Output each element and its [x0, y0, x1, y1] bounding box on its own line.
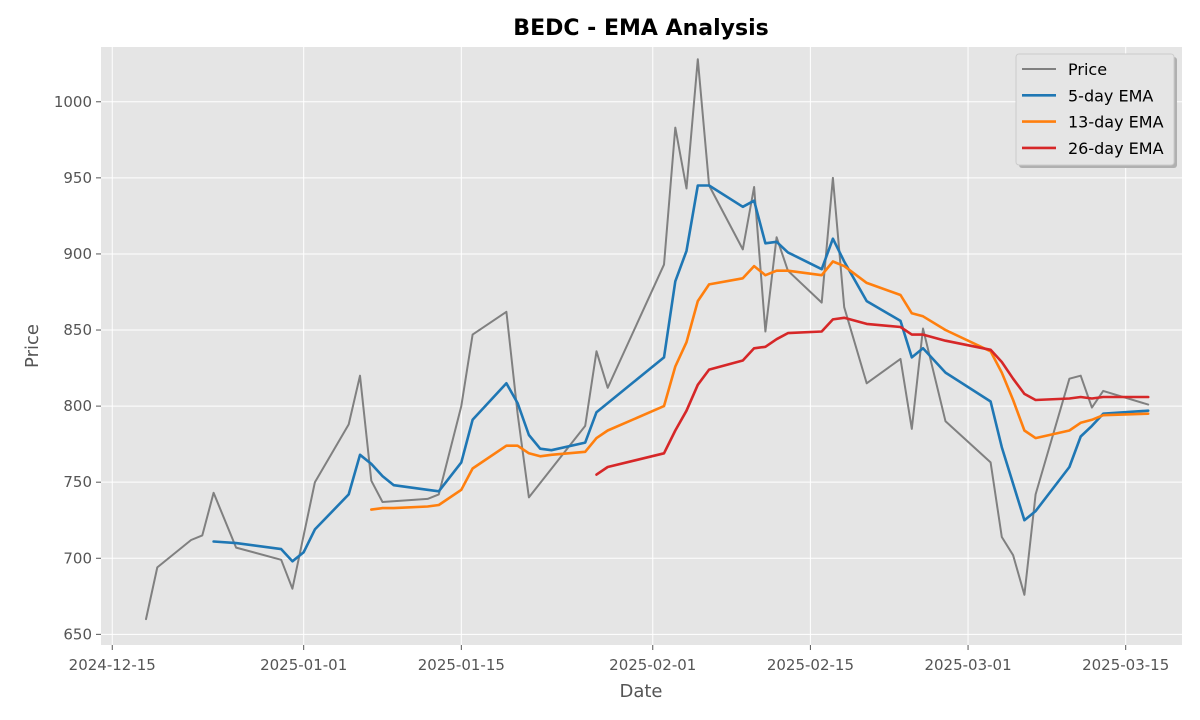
x-tick-label: 2025-02-15	[767, 656, 854, 674]
y-tick-label: 750	[63, 473, 92, 491]
x-tick-label: 2025-03-01	[924, 656, 1011, 674]
y-axis-label: Price	[22, 324, 43, 368]
y-tick-label: 850	[63, 321, 92, 339]
axis-ticks: 650 700 750 800 850 900 950 1000 2024-12-15 2025-…	[54, 93, 1169, 674]
plot-area	[101, 47, 1182, 645]
series-line-13-day-ema	[369, 260, 1150, 511]
legend: Price 5-day EMA 13-day EMA 26-day EMA	[1015, 53, 1177, 168]
x-axis-label: Date	[619, 681, 662, 702]
grid-lines	[101, 47, 1182, 645]
x-tick-label: 2025-03-15	[1082, 656, 1169, 674]
legend-label: 13-day EMA	[1068, 113, 1164, 132]
series-line-26-day-ema	[595, 316, 1150, 476]
legend-label: Price	[1068, 60, 1107, 79]
y-tick-label: 700	[63, 549, 92, 567]
chart-title: BEDC - EMA Analysis	[513, 16, 768, 41]
x-tick-label: 2025-01-01	[260, 656, 347, 674]
y-tick-label: 900	[63, 245, 92, 263]
series-lines	[145, 58, 1150, 621]
x-tick-label: 2025-01-15	[418, 656, 505, 674]
y-tick-label: 650	[63, 625, 92, 643]
series-line-5-day-ema	[212, 184, 1150, 563]
x-tick-label: 2025-02-01	[609, 656, 696, 674]
y-tick-label: 950	[63, 169, 92, 187]
y-tick-label: 1000	[54, 93, 92, 111]
y-tick-label: 800	[63, 397, 92, 415]
x-tick-label: 2024-12-15	[69, 656, 156, 674]
legend-label: 26-day EMA	[1068, 139, 1164, 158]
legend-label: 5-day EMA	[1068, 86, 1153, 105]
series-line-price	[145, 58, 1150, 621]
legend-box	[1015, 53, 1175, 166]
